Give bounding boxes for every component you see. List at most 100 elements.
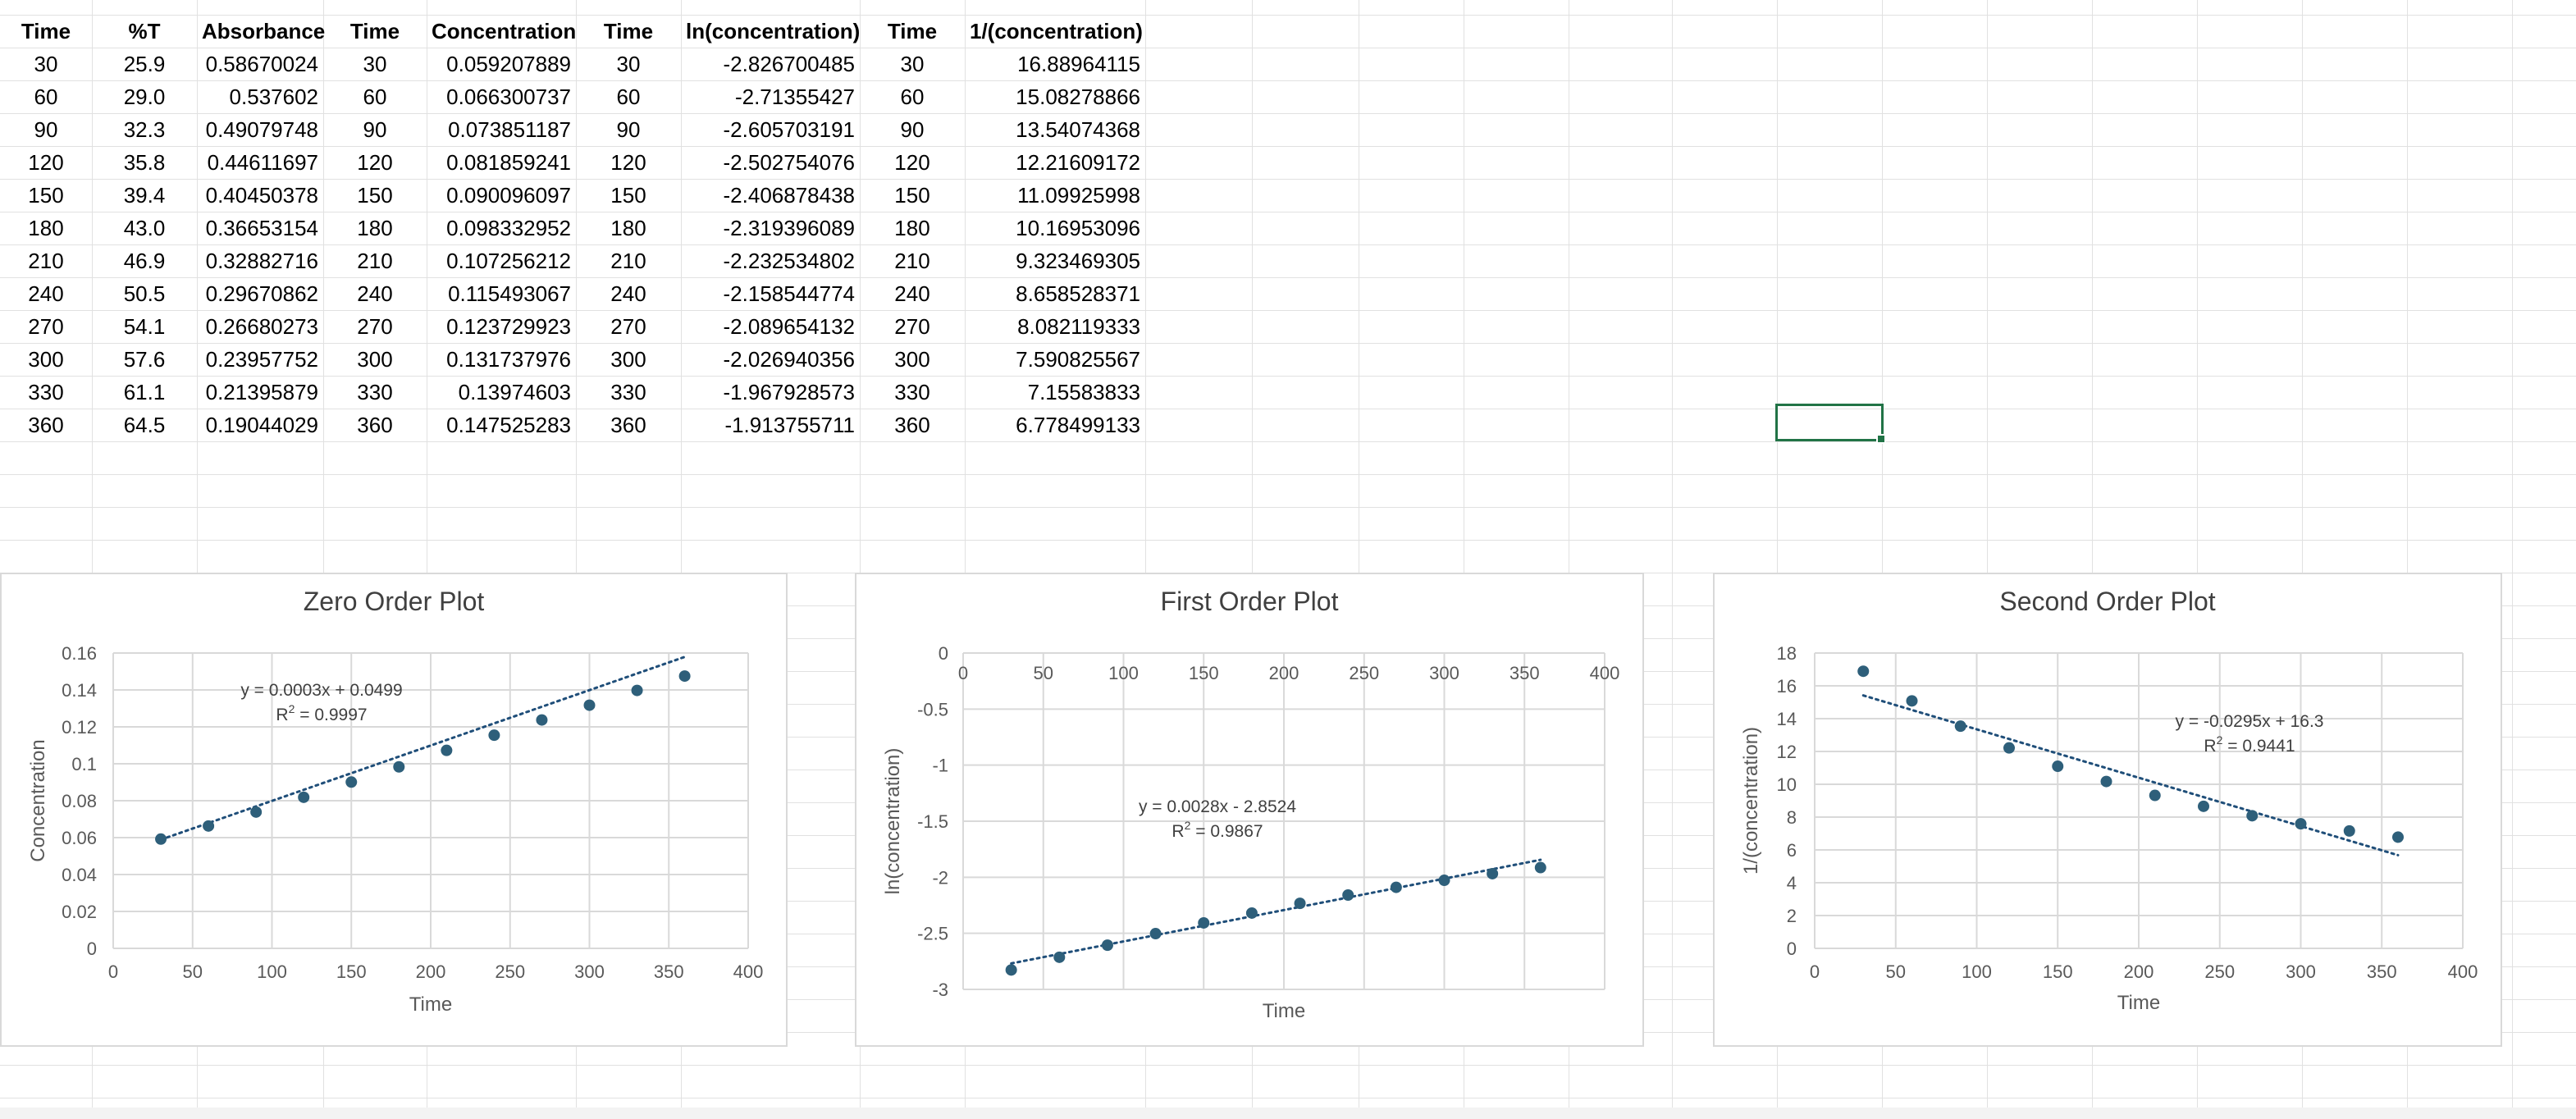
cell-time[interactable]: 360: [894, 413, 930, 437]
data-point[interactable]: [1198, 916, 1210, 929]
cell-inverse-concentration[interactable]: 7.590825567: [1016, 347, 1140, 372]
cell-time[interactable]: 120: [28, 150, 64, 175]
cell-absorbance[interactable]: 0.19044029: [205, 413, 318, 437]
data-point[interactable]: [2392, 831, 2404, 843]
cell-time[interactable]: 210: [28, 249, 64, 273]
cell-absorbance[interactable]: 0.537602: [229, 84, 318, 109]
cell-time[interactable]: 330: [357, 380, 393, 404]
cell-absorbance[interactable]: 0.49079748: [205, 117, 318, 142]
data-point[interactable]: [1149, 928, 1162, 940]
cell-time[interactable]: 150: [28, 183, 64, 208]
data-point[interactable]: [678, 670, 691, 683]
data-point[interactable]: [1906, 695, 1918, 707]
cell-time[interactable]: 180: [28, 216, 64, 240]
cell-time[interactable]: 90: [900, 117, 925, 142]
data-point[interactable]: [1857, 665, 1870, 678]
data-point[interactable]: [250, 806, 263, 818]
cell-percent-t[interactable]: 64.5: [123, 413, 166, 437]
data-point[interactable]: [2149, 789, 2161, 802]
cell-absorbance[interactable]: 0.40450378: [205, 183, 318, 208]
cell-inverse-concentration[interactable]: 10.16953096: [1016, 216, 1140, 240]
header-cell-time[interactable]: Time: [349, 19, 400, 43]
data-point[interactable]: [2100, 775, 2112, 788]
data-point[interactable]: [393, 760, 405, 773]
data-point[interactable]: [536, 714, 548, 726]
cell-percent-t[interactable]: 61.1: [123, 380, 166, 404]
data-point[interactable]: [1053, 951, 1066, 963]
cell-concentration[interactable]: 0.115493067: [448, 281, 571, 306]
zero-order-chart[interactable]: Zero Order Plot 0 0.02 0.04 0.06 0.08 0.1 0.12 0…: [0, 573, 788, 1047]
cell-concentration[interactable]: 0.059207889: [446, 52, 571, 76]
cell-time[interactable]: 270: [357, 314, 393, 339]
cell-time[interactable]: 240: [28, 281, 64, 306]
cell-absorbance[interactable]: 0.23957752: [205, 347, 318, 372]
data-point[interactable]: [203, 820, 215, 832]
cell-inverse-concentration[interactable]: 16.88964115: [1017, 52, 1140, 76]
data-point[interactable]: [2295, 818, 2307, 830]
cell-time[interactable]: 270: [894, 314, 930, 339]
data-point[interactable]: [155, 833, 167, 845]
cell-time[interactable]: 180: [357, 216, 393, 240]
cell-percent-t[interactable]: 29.0: [123, 84, 166, 109]
data-point[interactable]: [1954, 720, 1966, 733]
cell-time[interactable]: 330: [610, 380, 646, 404]
header-cell-time[interactable]: Time: [603, 19, 654, 43]
cell-time[interactable]: 360: [28, 413, 64, 437]
cell-percent-t[interactable]: 32.3: [123, 117, 166, 142]
cell-ln-concentration[interactable]: -2.026940356: [723, 347, 855, 372]
data-point[interactable]: [1101, 939, 1113, 952]
cell-concentration[interactable]: 0.066300737: [446, 84, 571, 109]
cell-time[interactable]: 60: [363, 84, 387, 109]
data-point[interactable]: [2052, 760, 2064, 773]
cell-inverse-concentration[interactable]: 11.09925998: [1017, 183, 1140, 208]
header-cell-absorbance[interactable]: Absorbance: [202, 19, 326, 43]
cell-time[interactable]: 60: [34, 84, 58, 109]
cell-inverse-concentration[interactable]: 6.778499133: [1016, 413, 1140, 437]
data-point[interactable]: [1342, 889, 1354, 902]
cell-time[interactable]: 150: [610, 183, 646, 208]
cell-inverse-concentration[interactable]: 8.658528371: [1016, 281, 1140, 306]
cell-time[interactable]: 30: [34, 52, 58, 76]
cell-time[interactable]: 180: [610, 216, 646, 240]
cell-absorbance[interactable]: 0.36653154: [205, 216, 318, 240]
cell-inverse-concentration[interactable]: 9.323469305: [1016, 249, 1140, 273]
header-cell-inverse-concentration[interactable]: 1/(concentration): [970, 19, 1143, 43]
cell-concentration[interactable]: 0.090096097: [446, 183, 571, 208]
cell-time[interactable]: 300: [357, 347, 393, 372]
cell-ln-concentration[interactable]: -2.406878438: [723, 183, 855, 208]
second-order-chart[interactable]: Second Order Plot 0 2 4 6 8 10 12 14 16 18 0 50 100 15…: [1713, 573, 2502, 1047]
cell-time[interactable]: 30: [616, 52, 641, 76]
data-point[interactable]: [2003, 742, 2015, 754]
cell-percent-t[interactable]: 57.6: [123, 347, 166, 372]
cell-concentration[interactable]: 0.131737976: [446, 347, 571, 372]
cell-time[interactable]: 300: [28, 347, 64, 372]
cell-inverse-concentration[interactable]: 8.082119333: [1017, 314, 1140, 339]
cell-ln-concentration[interactable]: -2.502754076: [723, 150, 855, 175]
cell-time[interactable]: 300: [610, 347, 646, 372]
cell-time[interactable]: 120: [610, 150, 646, 175]
cell-ln-concentration[interactable]: -2.826700485: [723, 52, 855, 76]
cell-time[interactable]: 300: [894, 347, 930, 372]
cell-percent-t[interactable]: 35.8: [123, 150, 166, 175]
cell-percent-t[interactable]: 54.1: [123, 314, 166, 339]
cell-concentration[interactable]: 0.073851187: [448, 117, 571, 142]
cell-time[interactable]: 30: [900, 52, 925, 76]
cell-ln-concentration[interactable]: -2.605703191: [723, 117, 855, 142]
cell-concentration[interactable]: 0.081859241: [446, 150, 571, 175]
cell-ln-concentration[interactable]: -1.913755711: [724, 413, 855, 437]
cell-percent-t[interactable]: 46.9: [123, 249, 166, 273]
cell-time[interactable]: 330: [894, 380, 930, 404]
data-point[interactable]: [583, 699, 596, 711]
data-point[interactable]: [1245, 907, 1258, 919]
cell-time[interactable]: 270: [28, 314, 64, 339]
data-point[interactable]: [1487, 867, 1499, 879]
cell-time[interactable]: 90: [363, 117, 387, 142]
cell-percent-t[interactable]: 50.5: [123, 281, 166, 306]
cell-absorbance[interactable]: 0.21395879: [205, 380, 318, 404]
data-point[interactable]: [631, 684, 643, 697]
cell-inverse-concentration[interactable]: 12.21609172: [1016, 150, 1140, 175]
cell-time[interactable]: 330: [28, 380, 64, 404]
data-point[interactable]: [2343, 824, 2355, 837]
cell-concentration[interactable]: 0.147525283: [446, 413, 571, 437]
cell-time[interactable]: 90: [34, 117, 58, 142]
